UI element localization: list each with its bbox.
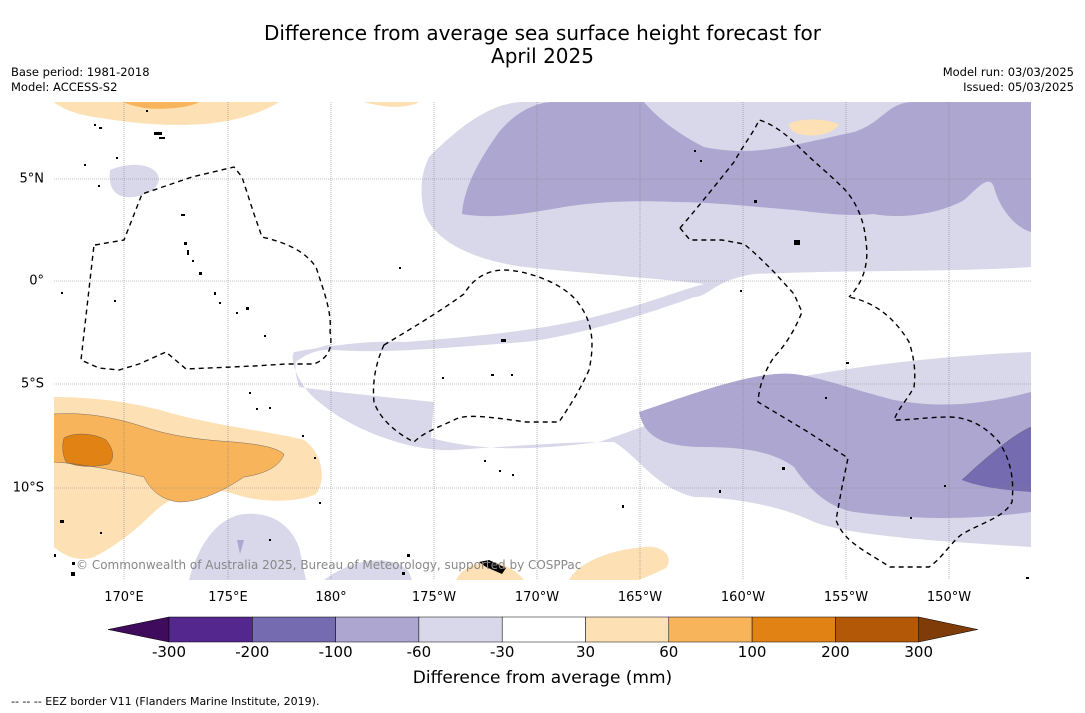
colorbar-extend-low	[108, 616, 170, 643]
colorbar-tick-label: -200	[235, 643, 270, 661]
forecast-map[interactable]	[54, 102, 1031, 580]
colorbar-tick-label: 100	[737, 643, 767, 661]
title-line-2: April 2025	[491, 44, 594, 68]
colorbar	[108, 616, 978, 643]
colorbar-segment	[168, 616, 253, 643]
anomaly-region-light-orange-5	[569, 546, 669, 580]
anomaly-region-dark-purple	[962, 427, 1031, 492]
anomaly-region-medium-purple-3	[237, 540, 244, 554]
longitude-label: 175°E	[208, 590, 248, 605]
colorbar-tick-label: 60	[659, 643, 679, 661]
gridlines	[54, 102, 1031, 580]
issued-date: Issued: 05/03/2025	[963, 80, 1074, 94]
colorbar-segment	[252, 616, 336, 643]
colorbar-tick-label: 200	[821, 643, 850, 661]
anomaly-region-orange	[54, 413, 284, 502]
colorbar-segment	[585, 616, 670, 643]
map-title: Difference from average sea surface heig…	[0, 22, 1085, 68]
longitude-label: 170°W	[514, 590, 560, 605]
model-run: Model run: 03/03/2025	[942, 65, 1074, 79]
colorbar-segment	[668, 616, 753, 643]
colorbar-extend-high	[918, 616, 978, 643]
eez-legend: -- -- -- EEZ border V11 (Flanders Marine…	[11, 695, 320, 708]
longitude-label: 180°	[315, 590, 347, 605]
colorbar-tick-label: -300	[151, 643, 187, 661]
longitude-label: 155°W	[823, 590, 869, 605]
credit-text: © Commonwealth of Australia 2025, Bureau…	[76, 558, 582, 572]
latitude-label: 0°	[29, 273, 44, 289]
anomaly-region-light-orange-2	[364, 102, 419, 107]
latitude-label: 5°S	[20, 376, 44, 392]
longitude-label: 175°W	[411, 590, 457, 605]
eez-border-west	[80, 166, 332, 371]
base-period: Base period: 1981-2018	[11, 65, 150, 79]
colorbar-segment	[501, 616, 586, 643]
colorbar-tick-label: -60	[406, 643, 432, 661]
colorbar-tick-label: -30	[489, 643, 515, 661]
anomaly-region-light-orange-4	[456, 562, 524, 580]
longitude-label: 160°W	[720, 590, 766, 605]
colorbar-segment	[751, 616, 836, 643]
colorbar-title: Difference from average (mm)	[412, 668, 673, 688]
eez-border-east-a	[679, 119, 868, 298]
anomaly-region-medium-purple	[462, 102, 1031, 232]
anomaly-region-light-purple-4	[324, 560, 412, 580]
colorbar-tick-label: -100	[318, 643, 353, 661]
eez-borders	[80, 119, 1014, 568]
longitude-label: 170°E	[104, 590, 144, 605]
islands	[54, 110, 1029, 579]
colorbar-segment	[335, 616, 420, 643]
anomaly-region-light-purple-3	[189, 513, 306, 580]
colorbar-tick-label: 300	[904, 643, 934, 661]
latitude-label: 5°N	[19, 171, 45, 187]
longitude-label: 165°W	[617, 590, 663, 605]
anomaly-region-light-orange-6	[789, 119, 839, 136]
meta-right: Model run: 03/03/2025 Issued: 05/03/2025	[943, 65, 1074, 95]
colorbar-segment	[418, 616, 503, 643]
colorbar-segment	[835, 616, 919, 643]
anomaly-region-light-purple-2	[109, 164, 159, 198]
eez-border-central	[372, 269, 593, 443]
longitude-label: 150°W	[926, 590, 972, 605]
latitude-label: 10°S	[12, 480, 44, 496]
anomaly-region-medium-purple-2	[639, 373, 1031, 518]
anomaly-region-orange-2	[124, 102, 199, 109]
title-line-1: Difference from average sea surface heig…	[263, 21, 822, 45]
colorbar-tick-label: 30	[575, 643, 596, 661]
anomaly-region-light-orange	[54, 102, 279, 125]
model-name: Model: ACCESS-S2	[11, 80, 118, 94]
meta-left: Base period: 1981-2018 Model: ACCESS-S2	[11, 65, 150, 95]
anomaly-region-dark-orange	[62, 434, 113, 467]
